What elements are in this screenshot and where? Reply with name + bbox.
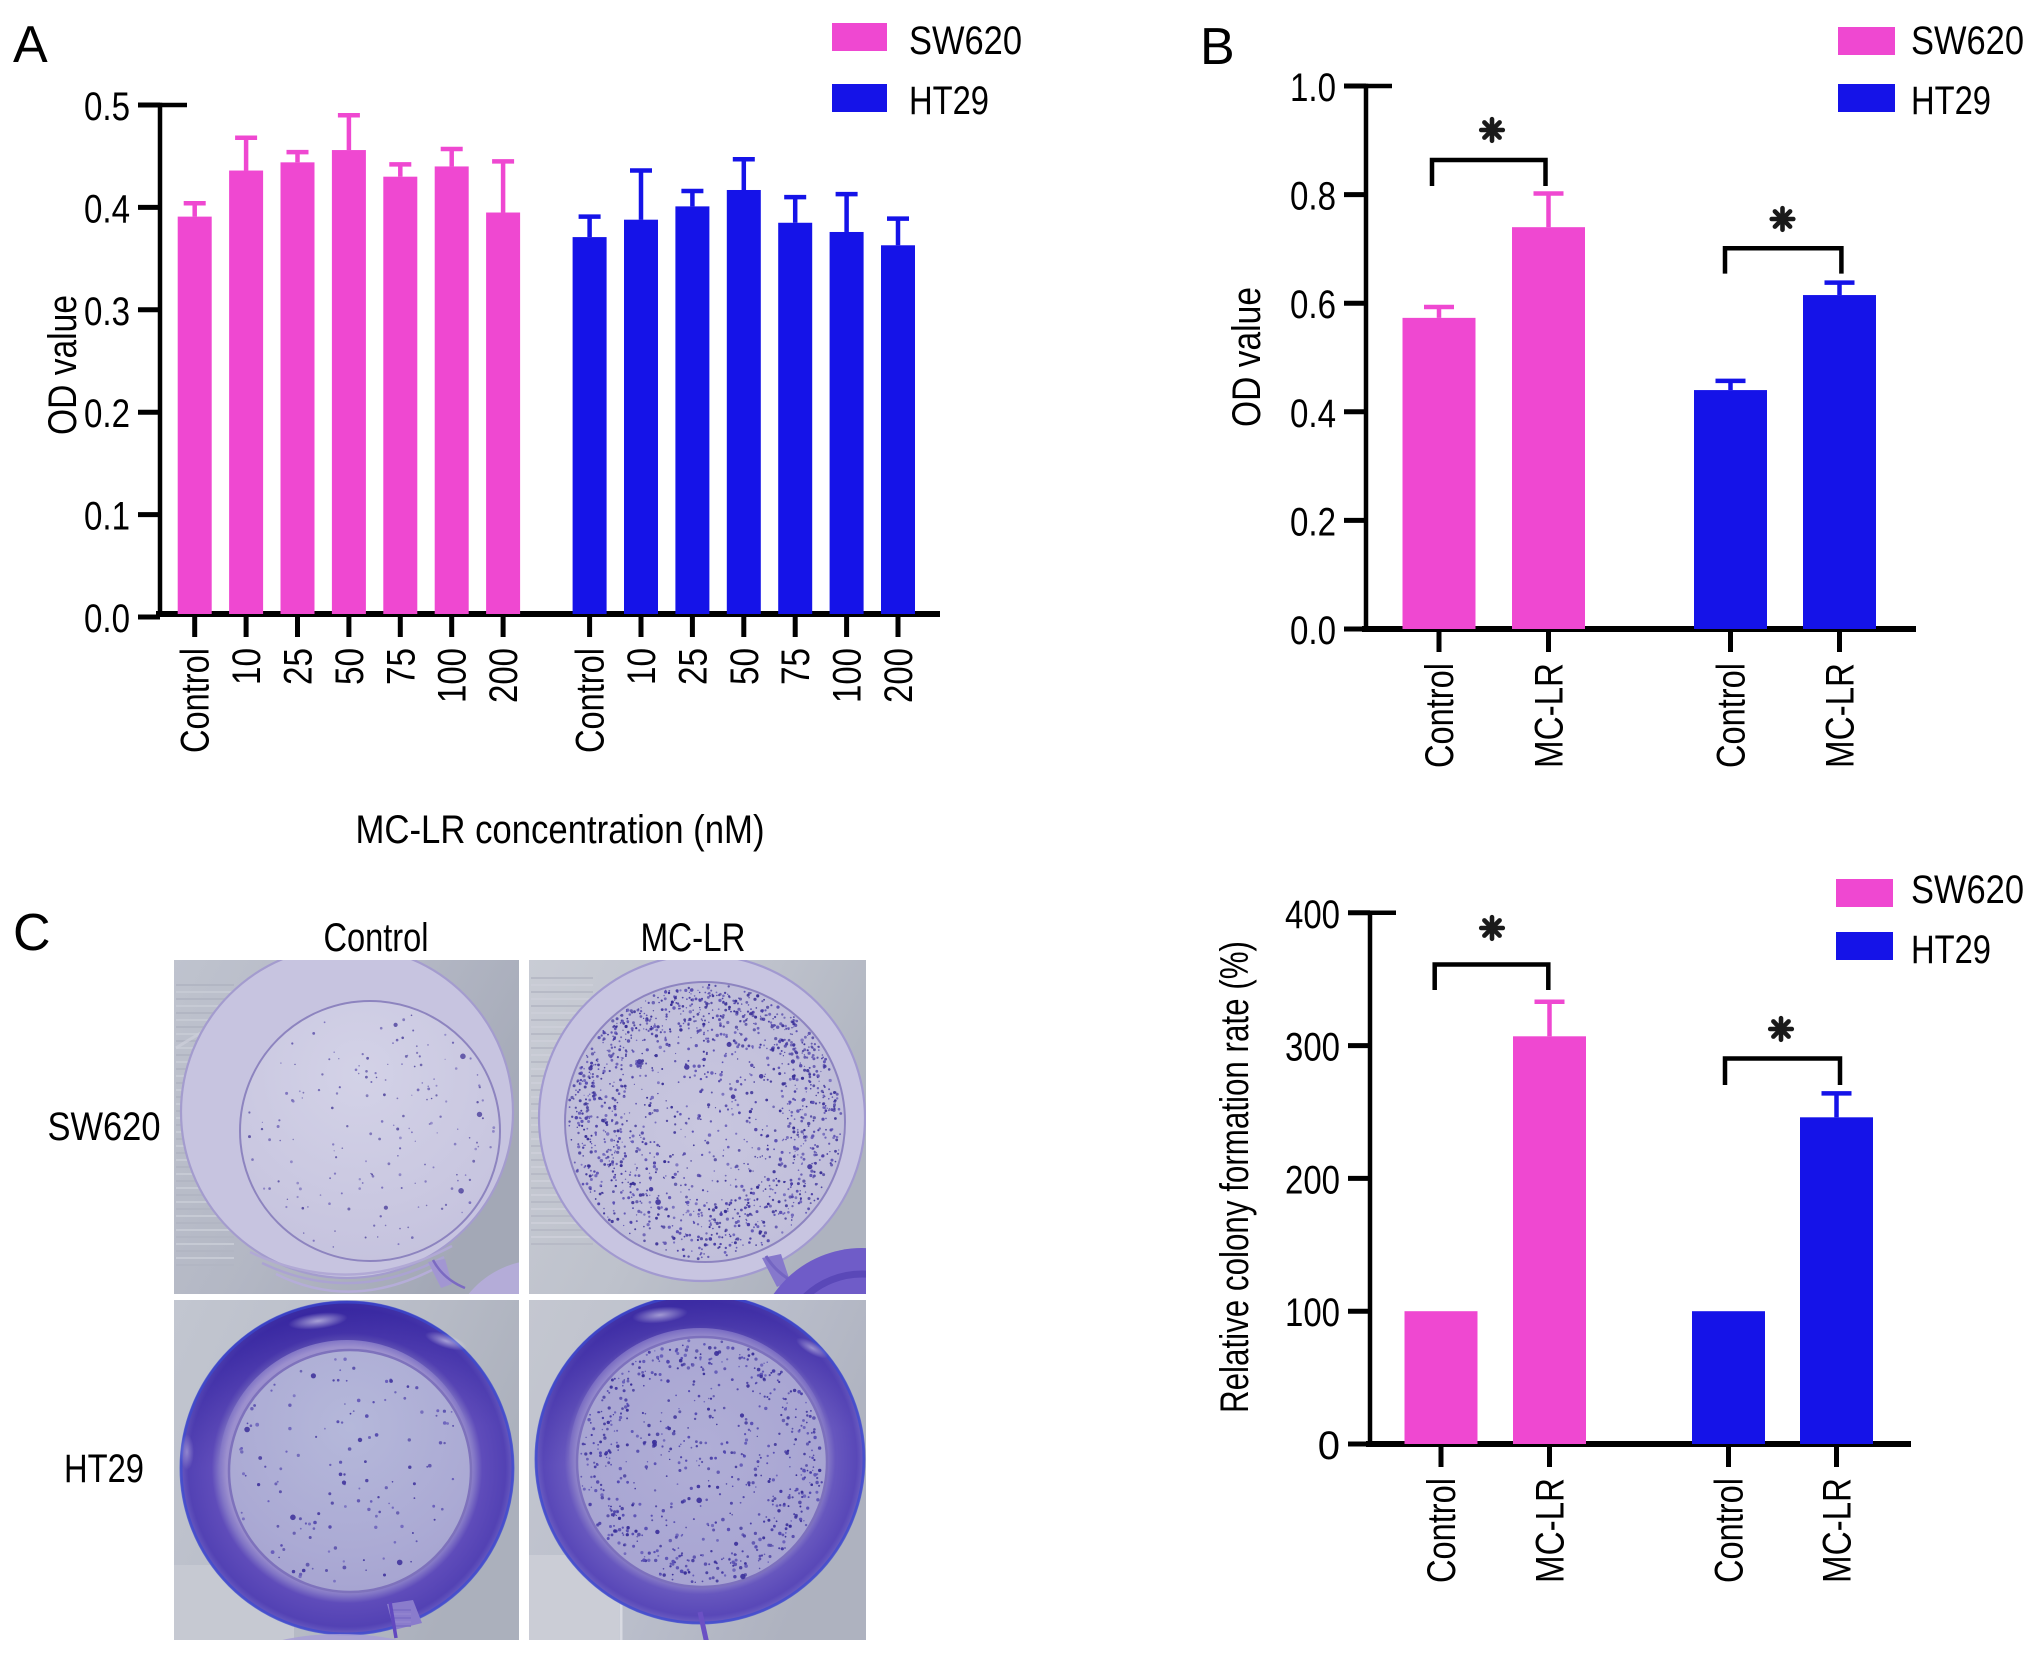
svg-text:0.2: 0.2: [1290, 500, 1336, 544]
svg-text:A: A: [13, 16, 48, 74]
svg-text:10: 10: [620, 648, 664, 685]
svg-text:OD value: OD value: [1225, 287, 1269, 427]
svg-text:100: 100: [1285, 1291, 1340, 1335]
svg-text:200: 200: [877, 648, 921, 703]
svg-text:HT29: HT29: [909, 79, 989, 123]
svg-text:75: 75: [379, 648, 423, 685]
svg-text:Control: Control: [1708, 1478, 1752, 1583]
svg-text:200: 200: [1285, 1158, 1340, 1202]
svg-text:Control: Control: [1418, 663, 1462, 768]
svg-text:0.1: 0.1: [84, 495, 130, 539]
svg-text:SW620: SW620: [1911, 19, 2024, 63]
svg-text:MC-LR: MC-LR: [1816, 1478, 1860, 1583]
svg-text:Relative colony formation rate: Relative colony formation rate (%): [1213, 941, 1257, 1413]
svg-text:MC-LR: MC-LR: [1819, 663, 1863, 768]
svg-text:MC-LR: MC-LR: [641, 916, 746, 960]
svg-text:0.0: 0.0: [1290, 609, 1336, 653]
svg-text:Control: Control: [1420, 1478, 1464, 1583]
svg-text:SW620: SW620: [1911, 868, 2024, 912]
svg-text:400: 400: [1285, 893, 1340, 937]
svg-text:SW620: SW620: [909, 19, 1022, 63]
svg-text:0.4: 0.4: [1290, 392, 1336, 436]
svg-text:50: 50: [723, 648, 767, 685]
svg-text:25: 25: [671, 648, 715, 685]
svg-text:SW620: SW620: [48, 1105, 161, 1149]
svg-text:Control: Control: [1710, 663, 1754, 768]
svg-text:B: B: [1200, 18, 1235, 76]
svg-text:0.2: 0.2: [84, 392, 130, 436]
svg-text:10: 10: [225, 648, 269, 685]
svg-text:0.4: 0.4: [84, 187, 130, 231]
svg-text:Control: Control: [324, 916, 429, 960]
svg-text:0: 0: [1318, 1424, 1340, 1468]
svg-text:0.0: 0.0: [84, 597, 130, 641]
svg-text:75: 75: [774, 648, 818, 685]
svg-text:HT29: HT29: [64, 1447, 144, 1491]
svg-text:300: 300: [1285, 1026, 1340, 1070]
svg-text:C: C: [13, 904, 51, 962]
svg-text:Control: Control: [174, 648, 218, 753]
svg-text:MC-LR: MC-LR: [1528, 663, 1572, 768]
svg-text:1.0: 1.0: [1290, 66, 1336, 110]
svg-text:50: 50: [328, 648, 372, 685]
svg-text:MC-LR concentration (nM): MC-LR concentration (nM): [356, 808, 765, 852]
svg-text:100: 100: [431, 648, 475, 703]
svg-text:25: 25: [277, 648, 321, 685]
svg-text:0.6: 0.6: [1290, 283, 1336, 327]
svg-text:HT29: HT29: [1911, 79, 1991, 123]
svg-text:200: 200: [482, 648, 526, 703]
svg-text:100: 100: [826, 648, 870, 703]
svg-text:HT29: HT29: [1911, 928, 1991, 972]
svg-text:MC-LR: MC-LR: [1529, 1478, 1573, 1583]
svg-text:Control: Control: [569, 648, 613, 753]
svg-text:0.3: 0.3: [84, 290, 130, 334]
svg-text:0.5: 0.5: [84, 85, 130, 129]
svg-text:OD value: OD value: [41, 295, 85, 435]
svg-text:0.8: 0.8: [1290, 175, 1336, 219]
